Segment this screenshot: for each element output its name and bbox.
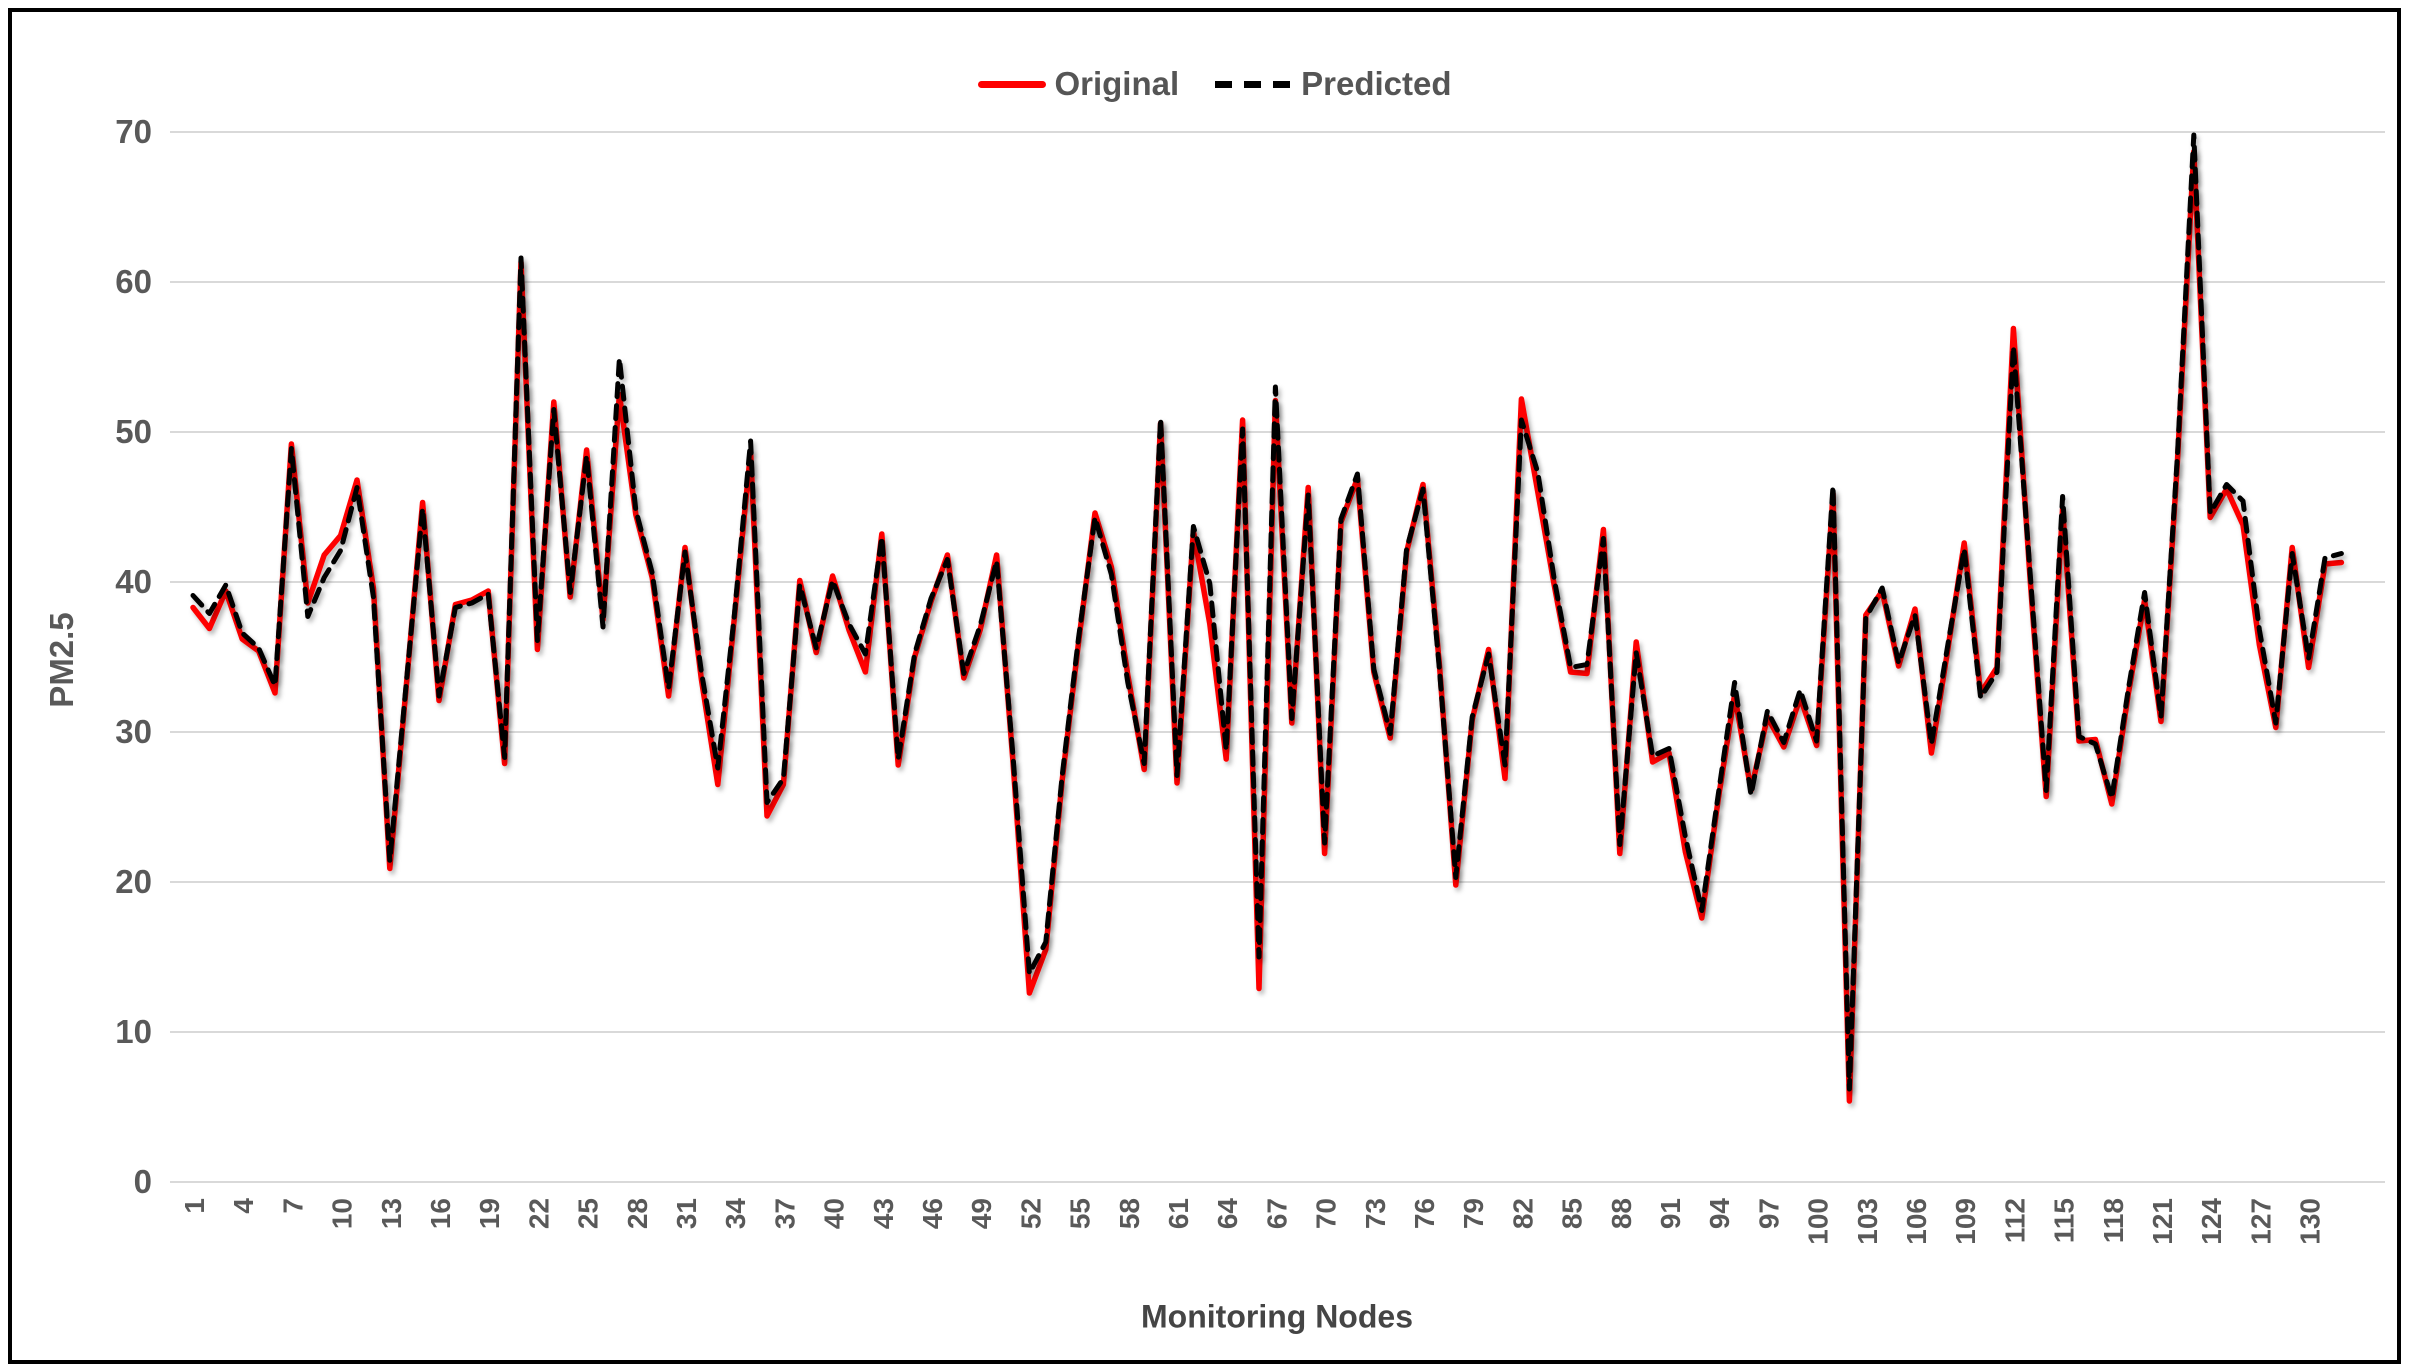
x-tick-label: 61 xyxy=(1163,1198,1194,1229)
x-tick-label: 124 xyxy=(2196,1198,2227,1245)
x-tick-label: 106 xyxy=(1901,1198,1932,1245)
chart-legend: Original Predicted xyxy=(905,62,1525,106)
x-axis-title: Monitoring Nodes xyxy=(1141,1298,1413,1335)
x-tick-label: 28 xyxy=(622,1198,653,1229)
x-tick-label: 115 xyxy=(2049,1198,2080,1243)
legend-item-predicted: Predicted xyxy=(1215,65,1452,103)
y-tick-label: 60 xyxy=(115,263,152,300)
x-tick-label: 121 xyxy=(2147,1198,2178,1245)
x-tick-label: 10 xyxy=(327,1198,358,1229)
x-tick-label: 100 xyxy=(1803,1198,1834,1245)
x-tick-label: 82 xyxy=(1507,1198,1538,1229)
x-tick-label: 19 xyxy=(474,1198,505,1229)
x-tick-label: 85 xyxy=(1557,1198,1588,1229)
x-tick-label: 91 xyxy=(1655,1198,1686,1229)
x-tick-label: 73 xyxy=(1360,1198,1391,1229)
x-tick-label: 58 xyxy=(1114,1198,1145,1229)
x-tick-label: 34 xyxy=(720,1198,751,1230)
y-tick-label: 20 xyxy=(115,863,152,900)
x-tick-label: 16 xyxy=(425,1198,456,1229)
x-tick-label: 43 xyxy=(868,1198,899,1229)
x-tick-label: 22 xyxy=(523,1198,554,1229)
y-tick-label: 70 xyxy=(115,113,152,150)
x-tick-label: 13 xyxy=(376,1198,407,1229)
y-axis-title: PM2.5 xyxy=(43,612,80,708)
x-tick-label: 64 xyxy=(1212,1198,1243,1230)
x-tick-label: 94 xyxy=(1704,1198,1735,1230)
x-tick-label: 55 xyxy=(1065,1198,1096,1229)
y-tick-label: 50 xyxy=(115,413,152,450)
x-tick-label: 37 xyxy=(769,1198,800,1229)
y-tick-label: 30 xyxy=(115,713,152,750)
x-tick-label: 109 xyxy=(1950,1198,1981,1245)
x-tick-label: 52 xyxy=(1015,1198,1046,1229)
x-tick-label: 130 xyxy=(2295,1198,2326,1245)
legend-label-predicted: Predicted xyxy=(1301,65,1452,102)
x-tick-label: 40 xyxy=(819,1198,850,1229)
x-tick-label: 118 xyxy=(2098,1198,2129,1243)
x-tick-label: 70 xyxy=(1311,1198,1342,1229)
x-tick-label: 31 xyxy=(671,1198,702,1229)
x-tick-label: 103 xyxy=(1852,1198,1883,1245)
legend-item-original: Original xyxy=(978,65,1179,103)
predicted-line-swatch xyxy=(1215,80,1294,88)
original-line-swatch xyxy=(978,80,1047,88)
x-tick-label: 97 xyxy=(1753,1198,1784,1229)
x-tick-label: 4 xyxy=(228,1198,259,1214)
x-tick-label: 127 xyxy=(2245,1198,2276,1245)
x-tick-label: 67 xyxy=(1261,1198,1292,1229)
x-tick-label: 7 xyxy=(277,1198,308,1214)
x-tick-label: 76 xyxy=(1409,1198,1440,1229)
x-tick-label: 49 xyxy=(966,1198,997,1229)
x-tick-label: 1 xyxy=(179,1198,210,1214)
x-tick-label: 79 xyxy=(1458,1198,1489,1229)
x-tick-label: 46 xyxy=(917,1198,948,1229)
y-tick-label: 10 xyxy=(115,1013,152,1050)
predicted-series-line xyxy=(190,132,2344,1092)
legend-label-original: Original xyxy=(1054,65,1180,102)
x-tick-label: 88 xyxy=(1606,1198,1637,1229)
x-tick-label: 112 xyxy=(1999,1198,2030,1243)
y-tick-label: 0 xyxy=(134,1163,152,1200)
x-tick-label: 25 xyxy=(573,1198,604,1229)
y-tick-label: 40 xyxy=(115,563,152,600)
